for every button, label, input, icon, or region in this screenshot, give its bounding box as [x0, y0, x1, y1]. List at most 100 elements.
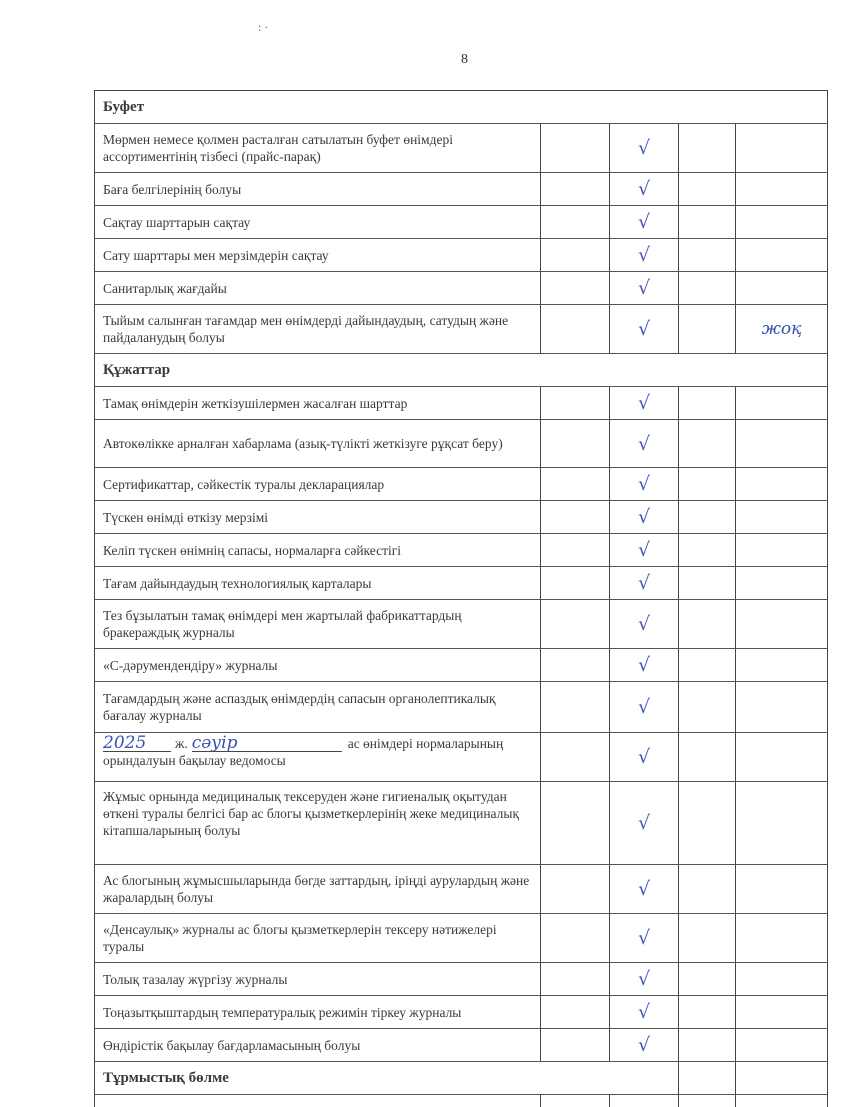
row-text: Келіп түскен өнімнің сапасы, нормаларға … [103, 542, 402, 558]
cell-col4 [735, 567, 828, 599]
cell-col1 [540, 239, 609, 271]
section-title: Буфет [94, 91, 828, 123]
cell-col2: √ [609, 173, 678, 205]
row-text-rest: ас өнімдері нормаларының орындалуын бақы… [103, 736, 504, 768]
cell-col2: √ [609, 649, 678, 681]
cell-col3 [678, 420, 735, 467]
row-text: Мөрмен немесе қолмен расталған сатылатын… [103, 132, 453, 164]
scan-mark: : · [258, 20, 269, 34]
row-label: «Денсаулық» журналы ас блогы қызметкерле… [94, 914, 540, 962]
table-row: «Денсаулық» журналы ас блогы қызметкерле… [94, 914, 828, 963]
cell-col3 [678, 468, 735, 500]
cell-col2: √ [609, 468, 678, 500]
cell-col4 [735, 963, 828, 995]
check-mark-icon: √ [637, 473, 651, 495]
row-text: «Денсаулық» журналы ас блогы қызметкерле… [103, 922, 497, 954]
row-label: Мөрмен немесе қолмен расталған сатылатын… [94, 124, 540, 172]
row-text: Тамақ өнімдерін жеткізушілермен жасалған… [103, 395, 408, 411]
cell-col2: √ [609, 782, 678, 864]
row-text: Тағам дайындаудың технологиялық карталар… [103, 575, 372, 591]
cell-col1 [540, 534, 609, 566]
cell-col2: √ [609, 996, 678, 1028]
row-text: Жұмыс орнында медициналық тексеруден жән… [103, 789, 520, 838]
cell-col2: √ [609, 1029, 678, 1061]
row-label: Автокөлікке арналған хабарлама (азық-түл… [94, 420, 540, 467]
cell-col3 [678, 600, 735, 648]
table-row: «С-дәрумендендіру» журналы √ [94, 649, 828, 682]
cell-col1 [540, 733, 609, 781]
cell-col4 [735, 387, 828, 419]
section-header: Құжаттар [94, 354, 828, 387]
check-mark-icon: √ [637, 244, 651, 266]
row-label: Толық тазалау жүргізу журналы [94, 963, 540, 995]
check-mark-icon: √ [637, 812, 651, 834]
check-mark-icon: √ [637, 318, 651, 340]
cell-col0 [94, 1095, 540, 1107]
row-text: Сертификаттар, сәйкестік туралы декларац… [103, 476, 385, 492]
cell-col1 [540, 124, 609, 172]
cell-col1 [540, 914, 609, 962]
cell-col2 [609, 1095, 678, 1107]
cell-col4 [735, 682, 828, 732]
cell-col3 [678, 963, 735, 995]
check-mark-icon: √ [637, 277, 651, 299]
table-row: Түскен өнімді өткізу мерзімі √ [94, 501, 828, 534]
row-text: Сақтау шарттарын сақтау [103, 214, 251, 230]
cell-col3 [678, 124, 735, 172]
cell-col1 [540, 865, 609, 913]
row-text: 2025 ж. сәуір ас өнімдері нормаларының орын… [103, 735, 532, 769]
check-mark-icon: √ [637, 746, 651, 768]
table-row: 2025 ж. сәуір ас өнімдері нормаларының орын… [94, 733, 828, 782]
row-label: Түскен өнімді өткізу мерзімі [94, 501, 540, 533]
cell-col4 [735, 782, 828, 864]
table-row: Сату шарттары мен мерзімдерін сақтау √ [94, 239, 828, 272]
row-label: Тамақ өнімдерін жеткізушілермен жасалған… [94, 387, 540, 419]
section-title: Тұрмыстық бөлме [94, 1062, 678, 1094]
cell-col3 [678, 501, 735, 533]
cell-col4 [735, 272, 828, 304]
year-suffix: ж. [175, 736, 188, 751]
row-label: Баға белгілерінің болуы [94, 173, 540, 205]
check-mark-icon: √ [637, 137, 651, 159]
cell-col3 [678, 239, 735, 271]
row-label: Жұмыс орнында медициналық тексеруден жән… [94, 782, 540, 864]
row-text: Өндірістік бақылау бағдарламасының болуы [103, 1037, 361, 1053]
cell-col3 [678, 782, 735, 864]
row-label: Тағам дайындаудың технологиялық карталар… [94, 567, 540, 599]
cell-col3 [678, 1029, 735, 1061]
cell-col4 [735, 1095, 828, 1107]
table-row: Ас блогының жұмысшыларында бөгде заттард… [94, 865, 828, 914]
handwritten-year: 2025 [103, 735, 171, 752]
table-row: Тағам дайындаудың технологиялық карталар… [94, 567, 828, 600]
cell-col3 [678, 305, 735, 353]
cell-col1 [540, 173, 609, 205]
cell-col1 [540, 782, 609, 864]
cell-col3 [678, 567, 735, 599]
cell-col1 [540, 468, 609, 500]
row-label: «С-дәрумендендіру» журналы [94, 649, 540, 681]
row-label: Келіп түскен өнімнің сапасы, нормаларға … [94, 534, 540, 566]
row-text: Автокөлікке арналған хабарлама (азық-түл… [103, 436, 503, 451]
row-text: Тез бұзылатын тамақ өнімдері мен жартыла… [103, 608, 462, 640]
check-mark-icon: √ [637, 539, 651, 561]
row-label: Сату шарттары мен мерзімдерін сақтау [94, 239, 540, 271]
row-text: «С-дәрумендендіру» журналы [103, 657, 278, 673]
check-mark-icon: √ [637, 392, 651, 414]
row-label: Санитарлық жағдайы [94, 272, 540, 304]
row-label: Тоңазытқыштардың температуралық режимін … [94, 996, 540, 1028]
check-mark-icon: √ [637, 878, 651, 900]
cell-col3 [678, 649, 735, 681]
row-text: Түскен өнімді өткізу мерзімі [103, 509, 269, 525]
cell-col3 [678, 682, 735, 732]
cell-col2: √ [609, 501, 678, 533]
table-row: Келіп түскен өнімнің сапасы, нормаларға … [94, 534, 828, 567]
cell-col3 [678, 914, 735, 962]
row-text: Сату шарттары мен мерзімдерін сақтау [103, 247, 329, 263]
cell-col2: √ [609, 272, 678, 304]
cell-col4 [735, 600, 828, 648]
check-mark-icon: √ [637, 572, 651, 594]
check-mark-icon: √ [637, 211, 651, 233]
cell-col2: √ [609, 914, 678, 962]
check-mark-icon: √ [637, 1034, 651, 1056]
section-header: Буфет [94, 91, 828, 124]
